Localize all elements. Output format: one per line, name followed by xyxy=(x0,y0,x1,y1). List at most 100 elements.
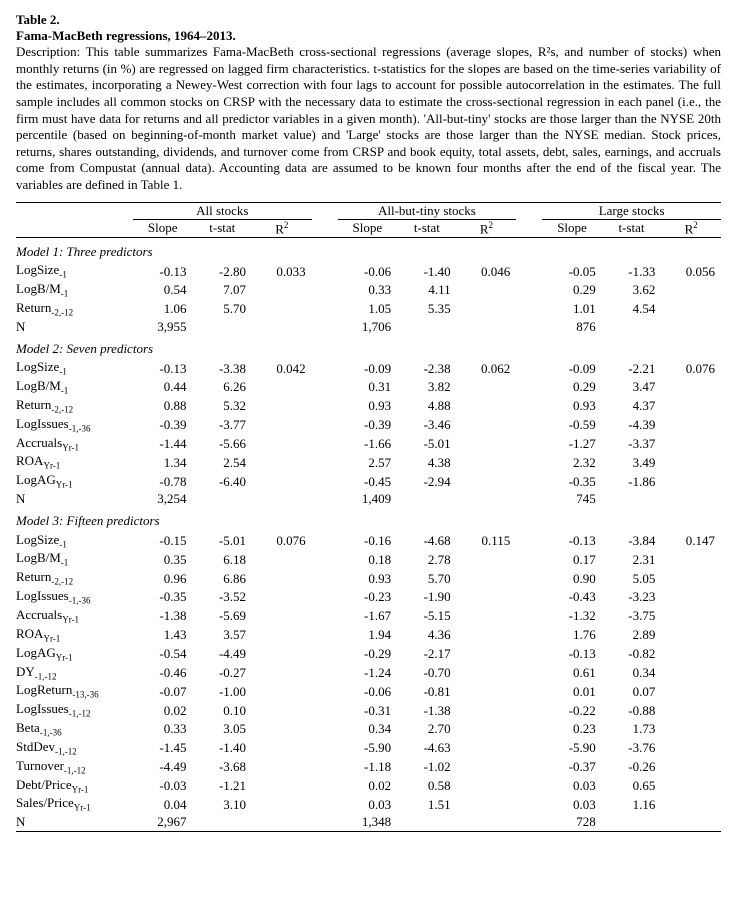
cell-tstat: 1.51 xyxy=(397,795,457,814)
cell-slope: -0.29 xyxy=(338,645,398,664)
subhdr-tstat: t-stat xyxy=(602,219,662,237)
cell-slope: -1.27 xyxy=(542,435,602,454)
cell-slope: -0.15 xyxy=(133,532,193,551)
cell-slope: 3,254 xyxy=(133,491,193,507)
cell-tstat: 4.88 xyxy=(397,397,457,416)
cell-r2 xyxy=(661,397,721,416)
cell-r2 xyxy=(457,739,517,758)
spacer xyxy=(312,550,338,569)
cell-tstat: 5.32 xyxy=(192,397,252,416)
cell-slope: -0.06 xyxy=(338,262,398,281)
cell-tstat: -2.94 xyxy=(397,472,457,491)
cell-slope: 2.32 xyxy=(542,453,602,472)
cell-r2 xyxy=(252,378,312,397)
cell-tstat: 6.86 xyxy=(192,569,252,588)
cell-slope: 0.96 xyxy=(133,569,193,588)
cell-slope: 1.06 xyxy=(133,300,193,319)
cell-tstat: -3.46 xyxy=(397,416,457,435)
spacer xyxy=(312,435,338,454)
spacer xyxy=(516,300,542,319)
cell-slope: 0.04 xyxy=(133,795,193,814)
cell-tstat: 0.07 xyxy=(602,682,662,701)
table-row: LogSize-1-0.13-3.380.042-0.09-2.380.062-… xyxy=(16,359,721,378)
spacer xyxy=(312,397,338,416)
cell-tstat xyxy=(602,491,662,507)
cell-slope: -0.05 xyxy=(542,262,602,281)
cell-r2 xyxy=(252,720,312,739)
cell-slope: 2,967 xyxy=(133,814,193,831)
spacer xyxy=(516,664,542,683)
cell-slope: 3,955 xyxy=(133,319,193,335)
spacer xyxy=(312,532,338,551)
cell-r2 xyxy=(252,435,312,454)
row-label: N xyxy=(16,491,133,507)
spacer xyxy=(312,453,338,472)
subhdr-r2: R2 xyxy=(252,219,312,237)
row-label: LogB/M-1 xyxy=(16,281,133,300)
table-row: Beta-1,-360.333.050.342.700.231.73 xyxy=(16,720,721,739)
cell-tstat: -4.68 xyxy=(397,532,457,551)
cell-slope: -0.37 xyxy=(542,758,602,777)
row-label: LogIssues-1,-12 xyxy=(16,701,133,720)
row-label: LogIssues-1,-36 xyxy=(16,588,133,607)
spacer xyxy=(516,378,542,397)
spacer xyxy=(312,664,338,683)
cell-slope: -1.32 xyxy=(542,607,602,626)
cell-tstat: 5.05 xyxy=(602,569,662,588)
cell-slope: -1.24 xyxy=(338,664,398,683)
row-label: Turnover-1,-12 xyxy=(16,758,133,777)
cell-r2 xyxy=(661,607,721,626)
cell-slope: 0.34 xyxy=(338,720,398,739)
cell-slope: 0.31 xyxy=(338,378,398,397)
cell-r2 xyxy=(252,588,312,607)
cell-r2 xyxy=(661,569,721,588)
group-header-allbuttiny: All-but-tiny stocks xyxy=(338,202,517,219)
cell-slope: 0.54 xyxy=(133,281,193,300)
cell-tstat: -1.40 xyxy=(192,739,252,758)
cell-tstat: 3.57 xyxy=(192,626,252,645)
cell-r2 xyxy=(661,701,721,720)
cell-tstat xyxy=(397,814,457,831)
cell-slope: -0.39 xyxy=(338,416,398,435)
row-label: Return-2,-12 xyxy=(16,397,133,416)
table-row: Return-2,-120.966.860.935.700.905.05 xyxy=(16,569,721,588)
cell-tstat: -1.33 xyxy=(602,262,662,281)
cell-r2 xyxy=(252,626,312,645)
cell-r2 xyxy=(252,682,312,701)
cell-tstat: 5.35 xyxy=(397,300,457,319)
cell-tstat: 2.54 xyxy=(192,453,252,472)
table-row: Return-2,-121.065.701.055.351.014.54 xyxy=(16,300,721,319)
row-label: AccrualsYr-1 xyxy=(16,435,133,454)
table-row: LogReturn-13,-36-0.07-1.00-0.06-0.810.01… xyxy=(16,682,721,701)
cell-slope: 0.01 xyxy=(542,682,602,701)
cell-tstat: -2.80 xyxy=(192,262,252,281)
cell-tstat: 2.78 xyxy=(397,550,457,569)
spacer xyxy=(312,795,338,814)
spacer xyxy=(312,701,338,720)
cell-tstat xyxy=(602,814,662,831)
cell-slope: 0.02 xyxy=(338,777,398,796)
cell-tstat: -4.63 xyxy=(397,739,457,758)
cell-slope: -1.44 xyxy=(133,435,193,454)
row-label: Return-2,-12 xyxy=(16,569,133,588)
model-header: Model 2: Seven predictors xyxy=(16,335,721,359)
cell-r2 xyxy=(457,607,517,626)
cell-r2 xyxy=(457,319,517,335)
cell-tstat: 4.36 xyxy=(397,626,457,645)
spacer xyxy=(312,626,338,645)
cell-tstat xyxy=(602,319,662,335)
cell-tstat: -5.15 xyxy=(397,607,457,626)
cell-slope: 1,409 xyxy=(338,491,398,507)
cell-tstat: 3.82 xyxy=(397,378,457,397)
cell-r2 xyxy=(661,416,721,435)
model-header: Model 1: Three predictors xyxy=(16,237,721,262)
cell-slope: -0.03 xyxy=(133,777,193,796)
spacer xyxy=(312,607,338,626)
cell-slope: 0.61 xyxy=(542,664,602,683)
cell-tstat: 3.47 xyxy=(602,378,662,397)
spacer xyxy=(516,777,542,796)
cell-r2: 0.042 xyxy=(252,359,312,378)
cell-slope: -0.06 xyxy=(338,682,398,701)
table-row: LogB/M-10.547.070.334.110.293.62 xyxy=(16,281,721,300)
cell-slope: 0.44 xyxy=(133,378,193,397)
